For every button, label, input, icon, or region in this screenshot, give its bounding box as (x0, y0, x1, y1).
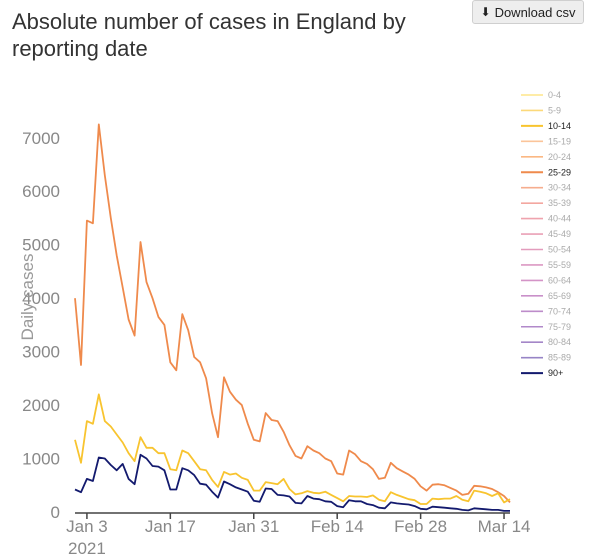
y-axis-label: Daily cases (18, 254, 37, 341)
x-tick-label: Jan 31 (228, 517, 279, 536)
y-tick-label: 7000 (22, 129, 60, 148)
x-tick-label: Jan 17 (145, 517, 196, 536)
series-line-25-29 (74, 123, 511, 504)
series-line-10-14 (74, 393, 511, 505)
legend-label[interactable]: 55-59 (548, 260, 571, 270)
legend-label[interactable]: 15-19 (548, 136, 571, 146)
legend-label[interactable]: 40-44 (548, 214, 571, 224)
legend-label[interactable]: 0-4 (548, 90, 561, 100)
y-tick-label: 2000 (22, 396, 60, 415)
legend-label[interactable]: 50-54 (548, 245, 571, 255)
series-line-90+ (74, 453, 510, 512)
legend-label[interactable]: 25-29 (548, 167, 571, 177)
y-tick-label: 6000 (22, 182, 60, 201)
legend: 0-4 5-9 10-14 15-19 20-24 25-29 30-34 35-39 40-4… (521, 90, 571, 378)
x-axis-ticks: Jan 3 2021 Jan 17 Jan 31 Feb 14 Feb 28 Mar 14 (66, 513, 531, 558)
y-tick-label: 4000 (22, 289, 60, 308)
legend-label[interactable]: 65-69 (548, 291, 571, 301)
x-tick-label: Mar 14 (478, 517, 531, 536)
x-tick-label: Feb 14 (311, 517, 364, 536)
legend-label[interactable]: 90+ (548, 368, 563, 378)
legend-label[interactable]: 70-74 (548, 306, 571, 316)
legend-label[interactable]: 45-49 (548, 229, 571, 239)
legend-label[interactable]: 5-9 (548, 105, 561, 115)
x-tick-label: Jan 3 (66, 517, 108, 536)
y-tick-label: 1000 (22, 450, 60, 469)
legend-label[interactable]: 80-84 (548, 337, 571, 347)
legend-label[interactable]: 20-24 (548, 152, 571, 162)
page-title: Absolute number of cases in England by r… (12, 9, 406, 61)
series-lines (74, 123, 511, 512)
x-tick-label: Feb 28 (394, 517, 447, 536)
legend-label[interactable]: 75-79 (548, 322, 571, 332)
legend-label[interactable]: 30-34 (548, 183, 571, 193)
legend-label[interactable]: 60-64 (548, 275, 571, 285)
y-tick-label: 3000 (22, 343, 60, 362)
y-tick-label: 5000 (22, 236, 60, 255)
download-csv-button[interactable]: ⬇ Download csv (472, 0, 584, 24)
legend-label[interactable]: 10-14 (548, 121, 571, 131)
legend-label[interactable]: 35-39 (548, 198, 571, 208)
download-csv-label: Download csv (494, 4, 576, 20)
x-tick-sublabel: 2021 (68, 539, 106, 558)
y-axis-ticks: 0 1000 2000 3000 4000 5000 6000 7000 (22, 129, 60, 522)
download-icon: ⬇ (480, 5, 491, 19)
y-tick-label: 0 (51, 503, 60, 522)
legend-label[interactable]: 85-89 (548, 353, 571, 363)
